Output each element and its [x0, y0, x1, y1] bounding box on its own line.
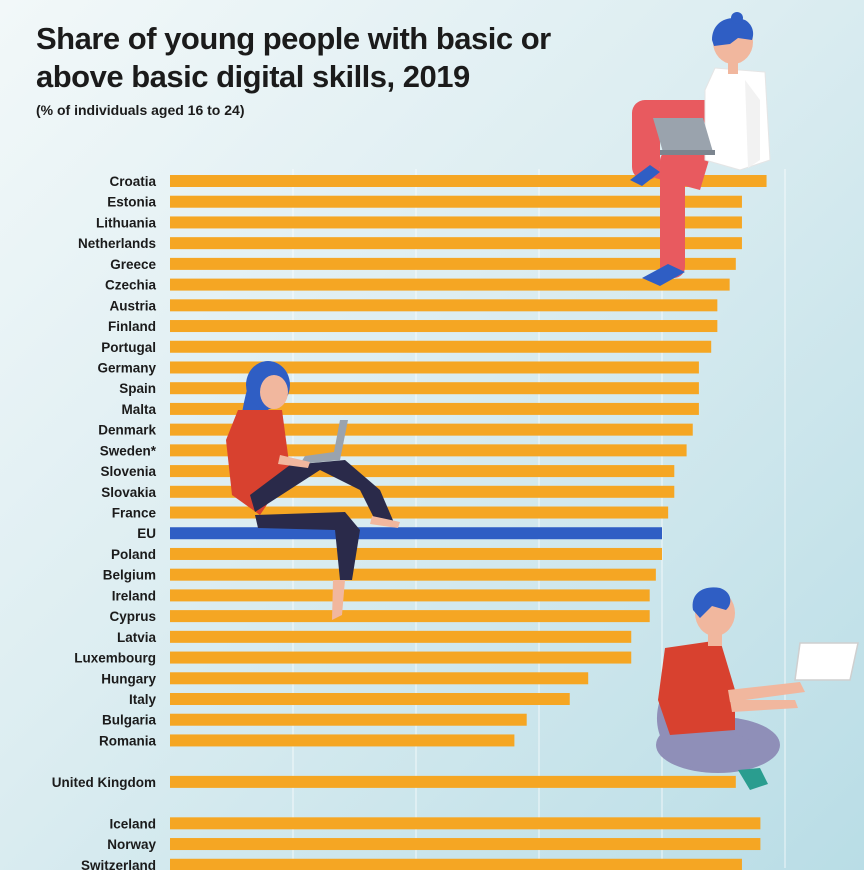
category-label: Malta	[121, 402, 156, 417]
bar	[170, 237, 742, 250]
category-label: Luxembourg	[74, 651, 156, 666]
category-label: Netherlands	[78, 236, 156, 251]
category-label: Czechia	[105, 278, 157, 293]
category-label: Denmark	[98, 423, 156, 438]
category-label: United Kingdom	[52, 775, 156, 790]
bar	[170, 299, 718, 312]
category-label: Norway	[107, 837, 156, 852]
category-label: Cyprus	[109, 609, 156, 624]
bar	[170, 257, 736, 270]
bar	[170, 340, 712, 353]
chart-title: Share of young people with basic or abov…	[36, 21, 551, 94]
category-label: Switzerland	[81, 858, 156, 870]
bar	[170, 589, 650, 602]
category-label: Belgium	[103, 568, 156, 583]
category-label: Finland	[108, 319, 156, 334]
bar-eu-highlight	[170, 527, 662, 540]
bar	[170, 402, 699, 415]
label-layer: Croatia Estonia Lithuania Netherlands Greece…	[52, 174, 157, 870]
bar	[170, 775, 736, 788]
woman-with-laptop-illustration	[226, 361, 400, 620]
bar	[170, 568, 656, 581]
bar	[170, 651, 632, 664]
bar	[170, 278, 730, 291]
category-label: EU	[137, 526, 156, 541]
category-label: Estonia	[107, 195, 156, 210]
bar	[170, 713, 527, 726]
bar	[170, 630, 632, 643]
bar-layer	[170, 175, 767, 870]
category-label: Hungary	[101, 671, 156, 686]
bar	[170, 195, 742, 208]
bar	[170, 817, 761, 830]
man-with-laptop-illustration	[630, 12, 771, 286]
category-label: Portugal	[101, 340, 156, 355]
bar	[170, 175, 767, 187]
category-label: France	[112, 506, 157, 521]
category-label: Bulgaria	[102, 713, 157, 728]
bar	[170, 444, 687, 457]
bar	[170, 610, 650, 623]
bar	[170, 506, 669, 519]
bar	[170, 547, 662, 560]
category-label: Lithuania	[96, 215, 156, 230]
bar	[170, 485, 675, 498]
category-label: Ireland	[112, 588, 156, 603]
category-label: Romania	[99, 733, 157, 748]
category-label: Greece	[110, 257, 156, 272]
category-label: Latvia	[117, 630, 157, 645]
bar	[170, 858, 742, 870]
category-label: Sweden*	[100, 443, 157, 458]
bar	[170, 734, 515, 747]
category-label: Italy	[129, 692, 157, 707]
category-label: Iceland	[109, 816, 156, 831]
bar	[170, 693, 570, 705]
bar	[170, 672, 589, 685]
category-label: Poland	[111, 547, 156, 562]
bar	[170, 382, 699, 395]
chart-subtitle: (% of individuals aged 16 to 24)	[36, 102, 245, 118]
bar	[170, 423, 693, 436]
bar	[170, 838, 761, 851]
category-label: Slovenia	[100, 464, 156, 479]
category-label: Slovakia	[101, 485, 156, 500]
category-label: Germany	[97, 360, 156, 375]
boy-with-tablet-illustration	[656, 587, 859, 790]
bar	[170, 361, 699, 374]
bar	[170, 320, 718, 333]
category-label: Croatia	[109, 174, 156, 189]
category-label: Austria	[109, 298, 156, 313]
category-label: Spain	[119, 381, 156, 396]
bar	[170, 216, 742, 229]
